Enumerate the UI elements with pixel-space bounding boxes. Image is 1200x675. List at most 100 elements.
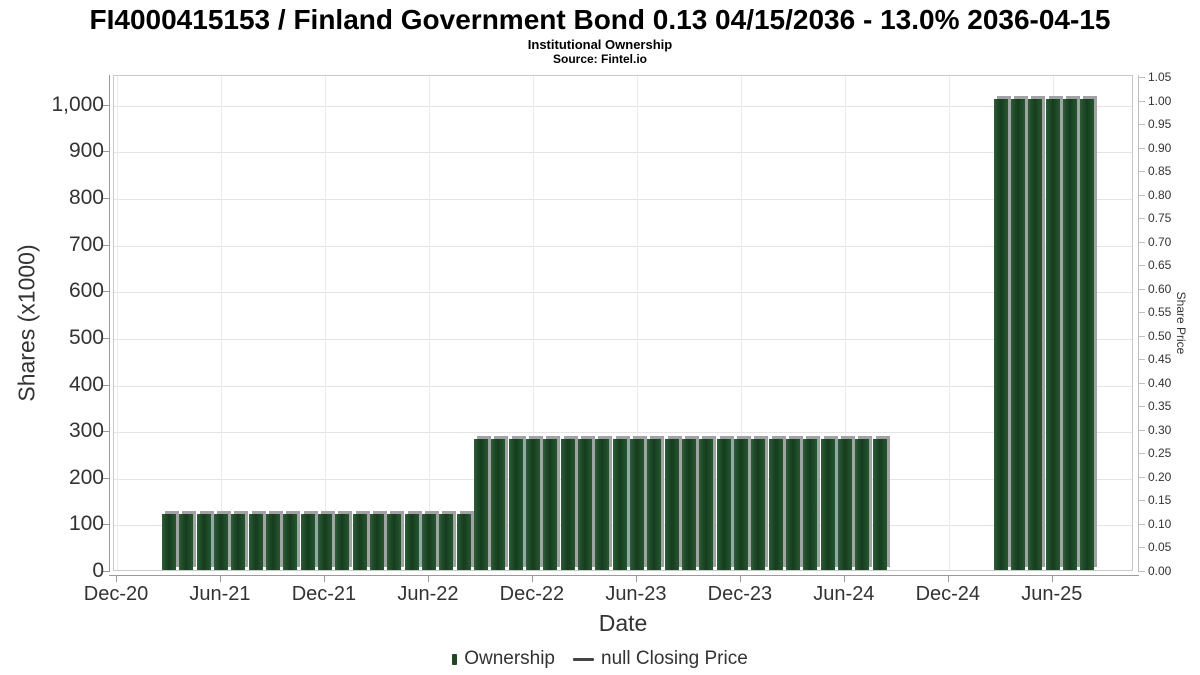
x-axis-title: Date [598, 610, 648, 636]
ownership-bar[interactable] [352, 514, 367, 570]
ownership-bar[interactable] [335, 514, 350, 570]
y-axis-tick-label-left: 600 [68, 279, 104, 303]
y-axis-line-right [1138, 75, 1139, 572]
ownership-bar[interactable] [404, 514, 419, 570]
ownership-bar[interactable] [508, 439, 523, 570]
y-axis-tick-label-right: 0.05 [1148, 540, 1172, 555]
x-axis-tick-label: Jun-23 [605, 583, 667, 605]
ownership-bar[interactable] [1028, 99, 1043, 570]
y-axis-tick-label-right: 0.45 [1148, 352, 1172, 367]
x-axis-tick [116, 575, 117, 582]
gridline-vertical [636, 76, 638, 570]
ownership-bar[interactable] [820, 439, 835, 570]
gridline-vertical [740, 76, 742, 570]
ownership-bar[interactable] [196, 514, 211, 570]
ownership-bar[interactable] [699, 439, 714, 570]
y-axis-tick-label-right: 0.15 [1148, 493, 1172, 508]
y-axis-title-right: Share Price [1174, 291, 1188, 355]
ownership-bar[interactable] [664, 439, 679, 570]
gridline-horizontal [114, 245, 1132, 247]
ownership-bar[interactable] [387, 514, 402, 570]
ownership-bar[interactable] [1011, 99, 1026, 570]
ownership-bar[interactable] [525, 439, 540, 570]
y-axis-tick-label-right: 0.10 [1148, 516, 1172, 531]
legend-item-ownership[interactable]: Ownership [452, 648, 555, 670]
ownership-bar[interactable] [491, 439, 506, 570]
ownership-bar[interactable] [577, 439, 592, 570]
ownership-bar[interactable] [369, 514, 384, 570]
ownership-bar[interactable] [647, 439, 662, 570]
y-axis-tick-label-right: 0.95 [1148, 117, 1172, 132]
x-axis-tick [531, 575, 533, 582]
x-axis-tick [947, 575, 949, 582]
y-axis-tick-label-right: 1.05 [1148, 70, 1172, 85]
ownership-bar[interactable] [716, 439, 731, 570]
gridline-vertical [324, 76, 326, 570]
gridline-horizontal [114, 199, 1132, 201]
ownership-bar[interactable] [612, 439, 627, 570]
gridline-horizontal [114, 105, 1132, 107]
ownership-bar[interactable] [1045, 99, 1060, 570]
ownership-bar[interactable] [283, 514, 298, 570]
plot-area [113, 75, 1133, 571]
y-axis-tick-label-right: 0.50 [1148, 328, 1172, 343]
ownership-bar[interactable] [837, 439, 852, 570]
ownership-bar[interactable] [629, 439, 644, 570]
y-axis-tick-label-right: 1.00 [1148, 93, 1172, 108]
ownership-bar[interactable] [768, 439, 783, 570]
y-axis-tick-label-right: 0.70 [1148, 234, 1172, 249]
gridline-horizontal [114, 432, 1132, 434]
ownership-bar[interactable] [560, 439, 575, 570]
ownership-bar[interactable] [248, 514, 263, 570]
y-axis-tick-right [1138, 218, 1145, 220]
ownership-bar[interactable] [317, 514, 332, 570]
x-axis-tick-label: Jun-21 [189, 583, 251, 605]
y-axis-tick-right [1138, 265, 1145, 267]
chart-subtitle: Institutional Ownership [527, 37, 673, 52]
ownership-bar[interactable] [993, 99, 1008, 570]
x-axis-tick [323, 575, 325, 582]
ownership-bar[interactable] [543, 439, 558, 570]
ownership-bar[interactable] [1063, 99, 1078, 570]
ownership-bar[interactable] [265, 514, 280, 570]
y-axis-tick-right [1138, 382, 1145, 384]
y-axis-tick-left [103, 571, 110, 572]
y-axis-tick-label-right: 0.90 [1148, 140, 1172, 155]
gridline-vertical [844, 76, 846, 570]
y-axis-tick-right [1138, 312, 1145, 314]
gridline-vertical [220, 76, 222, 570]
ownership-bar[interactable] [733, 439, 748, 570]
ownership-bar[interactable] [213, 514, 228, 570]
legend-label-ownership: Ownership [464, 648, 556, 669]
ownership-bar[interactable] [473, 439, 488, 570]
x-axis-tick [219, 575, 221, 582]
gridline-vertical [428, 76, 430, 570]
y-axis-tick-label-left: 400 [68, 372, 104, 396]
y-axis-tick-label-right: 0.35 [1148, 399, 1172, 414]
ownership-bar[interactable] [439, 514, 454, 570]
ownership-bar[interactable] [456, 514, 471, 570]
y-axis-tick-left [103, 384, 110, 386]
x-axis-tick [427, 575, 429, 582]
gridline-vertical [532, 76, 534, 570]
y-axis-tick-label-left: 200 [68, 465, 104, 489]
chart-title: FI4000415153 / Finland Government Bond 0… [89, 4, 1111, 35]
ownership-bar[interactable] [161, 514, 176, 570]
ownership-bar[interactable] [179, 514, 194, 570]
y-axis-tick-label-right: 0.65 [1148, 258, 1172, 273]
ownership-bar[interactable] [872, 439, 887, 570]
ownership-bar[interactable] [595, 439, 610, 570]
gridline-vertical [117, 76, 118, 570]
ownership-bar[interactable] [231, 514, 246, 570]
ownership-bar[interactable] [421, 514, 436, 570]
ownership-bar[interactable] [681, 439, 696, 570]
ownership-bar[interactable] [1080, 99, 1095, 570]
ownership-bar[interactable] [751, 439, 766, 570]
ownership-bar[interactable] [803, 439, 818, 570]
ownership-bar[interactable] [855, 439, 870, 570]
legend-item-closing-price[interactable]: null Closing Price [573, 648, 748, 670]
y-axis-tick-label-right: 0.60 [1148, 281, 1172, 296]
x-axis-tick-label: Jun-22 [397, 583, 459, 605]
ownership-bar[interactable] [785, 439, 800, 570]
ownership-bar[interactable] [300, 514, 315, 570]
